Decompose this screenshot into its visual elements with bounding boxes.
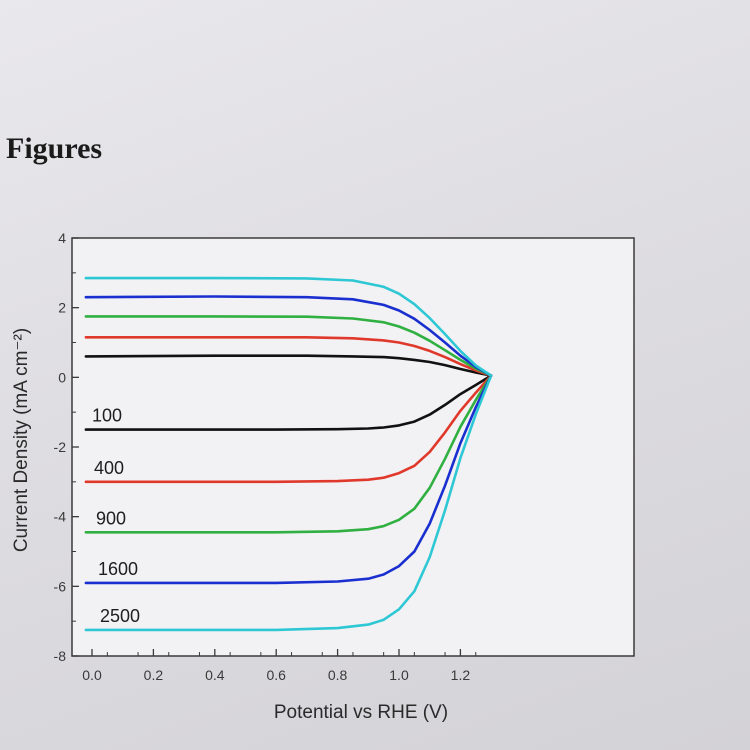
- series-line-anodic-8: [84, 295, 493, 377]
- series-line-1600-cathodic: [84, 374, 493, 585]
- curve-label-900: 900: [96, 508, 126, 528]
- series-line-anodic-7: [84, 315, 493, 377]
- curve-labels-group: 100 400 900 1600 2500: [92, 406, 140, 626]
- series-line-100-cathodic: [84, 374, 493, 431]
- x-tick-label: 0.0: [82, 667, 102, 683]
- y-axis-title: Current Density (mA cm⁻²): [11, 328, 32, 552]
- curve-label-100: 100: [92, 406, 122, 426]
- series-line-anodic-9: [84, 276, 493, 377]
- x-tick-label: 1.0: [389, 667, 409, 683]
- y-tick-label: 4: [58, 230, 66, 246]
- y-tick-label: 2: [58, 300, 66, 316]
- y-tick-label: -8: [54, 648, 67, 664]
- x-tick-label: 0.2: [144, 667, 164, 683]
- series-line-2500-cathodic: [84, 374, 493, 632]
- plot-area: [71, 237, 635, 657]
- axes-group: 0.0 0.2 0.4 0.6 0.8 1.0 1.2 -8 -6 -4 -2 0 2 4: [54, 230, 477, 683]
- curve-label-1600: 1600: [98, 559, 138, 579]
- series-line-anodic-6: [84, 336, 493, 377]
- curve-label-400: 400: [94, 458, 124, 478]
- curve-label-2500: 2500: [100, 606, 140, 626]
- x-tick-label: 0.4: [205, 667, 225, 683]
- y-tick-label: -2: [54, 439, 67, 455]
- x-axis-title: Potential vs RHE (V): [274, 702, 448, 723]
- y-tick-label: -6: [54, 578, 67, 594]
- x-tick-label: 1.2: [451, 667, 471, 683]
- series-line-anodic-5: [84, 354, 493, 377]
- x-tick-label: 0.8: [328, 667, 348, 683]
- series-line-400-cathodic: [84, 374, 493, 484]
- y-tick-label: -4: [54, 509, 67, 525]
- x-tick-label: 0.6: [266, 667, 286, 683]
- y-tick-label: 0: [58, 369, 66, 385]
- section-title: Figures: [6, 132, 103, 165]
- series-line-900-cathodic: [84, 374, 493, 534]
- series-group: [84, 276, 493, 632]
